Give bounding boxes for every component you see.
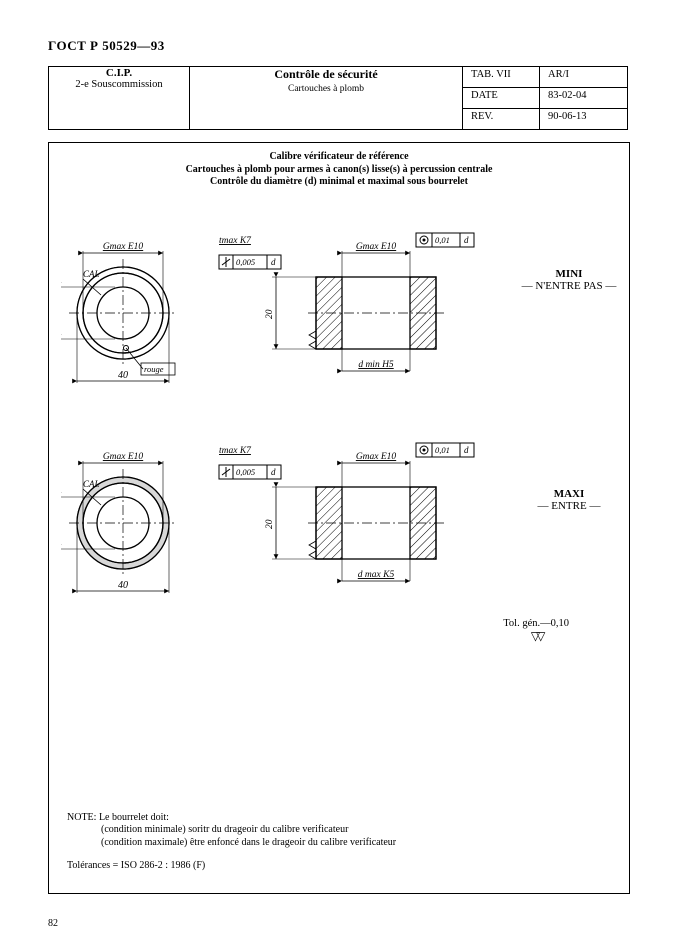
svg-text:20: 20	[265, 519, 275, 529]
figure-mini: CALrouged min H5Gmax E104020Gmax E10d mi…	[61, 203, 521, 393]
svg-text:d: d	[271, 467, 276, 477]
caption-line: Contrôle du diamètre (d) minimal et maxi…	[49, 176, 629, 189]
header-row-value: 83-02-04	[540, 88, 628, 109]
svg-text:CAL: CAL	[83, 269, 100, 279]
header-left-line1: C.I.P.	[49, 67, 189, 79]
note-head: NOTE: Le bourrelet doit:	[67, 812, 611, 825]
svg-text:0,01: 0,01	[435, 445, 450, 455]
header-table: C.I.P. 2-e Souscommission Contrôle de sé…	[48, 66, 628, 130]
svg-text:40: 40	[118, 580, 128, 591]
side-label-line: — ENTRE —	[519, 500, 619, 512]
svg-text:0,005: 0,005	[236, 467, 255, 477]
document-id: ГОСТ Р 50529—93	[48, 38, 628, 54]
header-mid-cell: Contrôle de sécurité Cartouches à plomb	[190, 67, 463, 130]
svg-text:0,005: 0,005	[236, 257, 255, 267]
note-block: NOTE: Le bourrelet doit: (condition mini…	[67, 812, 611, 850]
svg-text:CAL: CAL	[83, 479, 100, 489]
svg-text:rouge: rouge	[144, 364, 164, 374]
header-row: REV. 90-06-13	[463, 109, 627, 130]
svg-text:d min H5: d min H5	[358, 360, 394, 370]
header-row-value: 90-06-13	[540, 109, 628, 130]
header-row: TAB. VII AR/I	[463, 67, 627, 88]
svg-text:d: d	[464, 235, 469, 245]
header-left-line2: 2-e Souscommission	[49, 79, 189, 90]
svg-text:Gmax E10: Gmax E10	[103, 452, 144, 462]
header-left-cell: C.I.P. 2-e Souscommission	[49, 67, 190, 130]
triangle-icon: ▽▽	[531, 629, 541, 643]
header-row-label: DATE	[463, 88, 540, 109]
tolerance-general-text: Tol. gén.—0,10	[503, 618, 569, 629]
note-line: (condition maximale) être enfoncé dans l…	[67, 837, 611, 850]
side-label-line: MAXI	[519, 488, 619, 500]
caption-line: Calibre vérificateur de référence	[49, 151, 629, 164]
svg-text:tmax K7: tmax K7	[219, 236, 252, 246]
side-label-maxi: MAXI — ENTRE —	[519, 488, 619, 512]
note-line: (condition minimale) soritr du drageoir …	[67, 824, 611, 837]
page-number: 82	[48, 918, 58, 929]
svg-text:Gmax E10: Gmax E10	[356, 242, 397, 252]
header-row-label: TAB. VII	[463, 67, 540, 88]
svg-text:0,01: 0,01	[435, 235, 450, 245]
svg-text:Gmax E10: Gmax E10	[356, 452, 397, 462]
svg-text:Gmax E10: Gmax E10	[103, 242, 144, 252]
svg-text:tmax K7: tmax K7	[219, 446, 252, 456]
svg-text:d max K5: d max K5	[358, 570, 395, 580]
header-row-label: REV.	[463, 109, 540, 130]
header-right-cell: TAB. VII AR/I DATE 83-02-04 REV. 90-06-1…	[463, 67, 628, 130]
svg-text:d: d	[464, 445, 469, 455]
figure-maxi: CALd max K5Gmax E104020Gmax E10d max K5t…	[61, 413, 521, 603]
svg-text:20: 20	[265, 309, 275, 319]
side-label-mini: MINI — N'ENTRE PAS —	[519, 268, 619, 292]
header-subtitle: Cartouches à plomb	[190, 84, 462, 94]
svg-text:40: 40	[118, 370, 128, 381]
tolerance-general: Tol. gén.—0,10 ▽▽	[503, 618, 569, 644]
header-title: Contrôle de sécurité	[190, 67, 462, 82]
side-label-line: — N'ENTRE PAS —	[519, 280, 619, 292]
svg-text:d: d	[271, 257, 276, 267]
caption: Calibre vérificateur de référence Cartou…	[49, 151, 629, 189]
tolerance-ref: Tolérances = ISO 286-2 : 1986 (F)	[67, 860, 205, 871]
drawing-frame: Calibre vérificateur de référence Cartou…	[48, 142, 630, 894]
side-label-line: MINI	[519, 268, 619, 280]
caption-line: Cartouches à plomb pour armes à canon(s)…	[49, 164, 629, 177]
header-row: DATE 83-02-04	[463, 88, 627, 109]
header-row-value: AR/I	[540, 67, 628, 88]
